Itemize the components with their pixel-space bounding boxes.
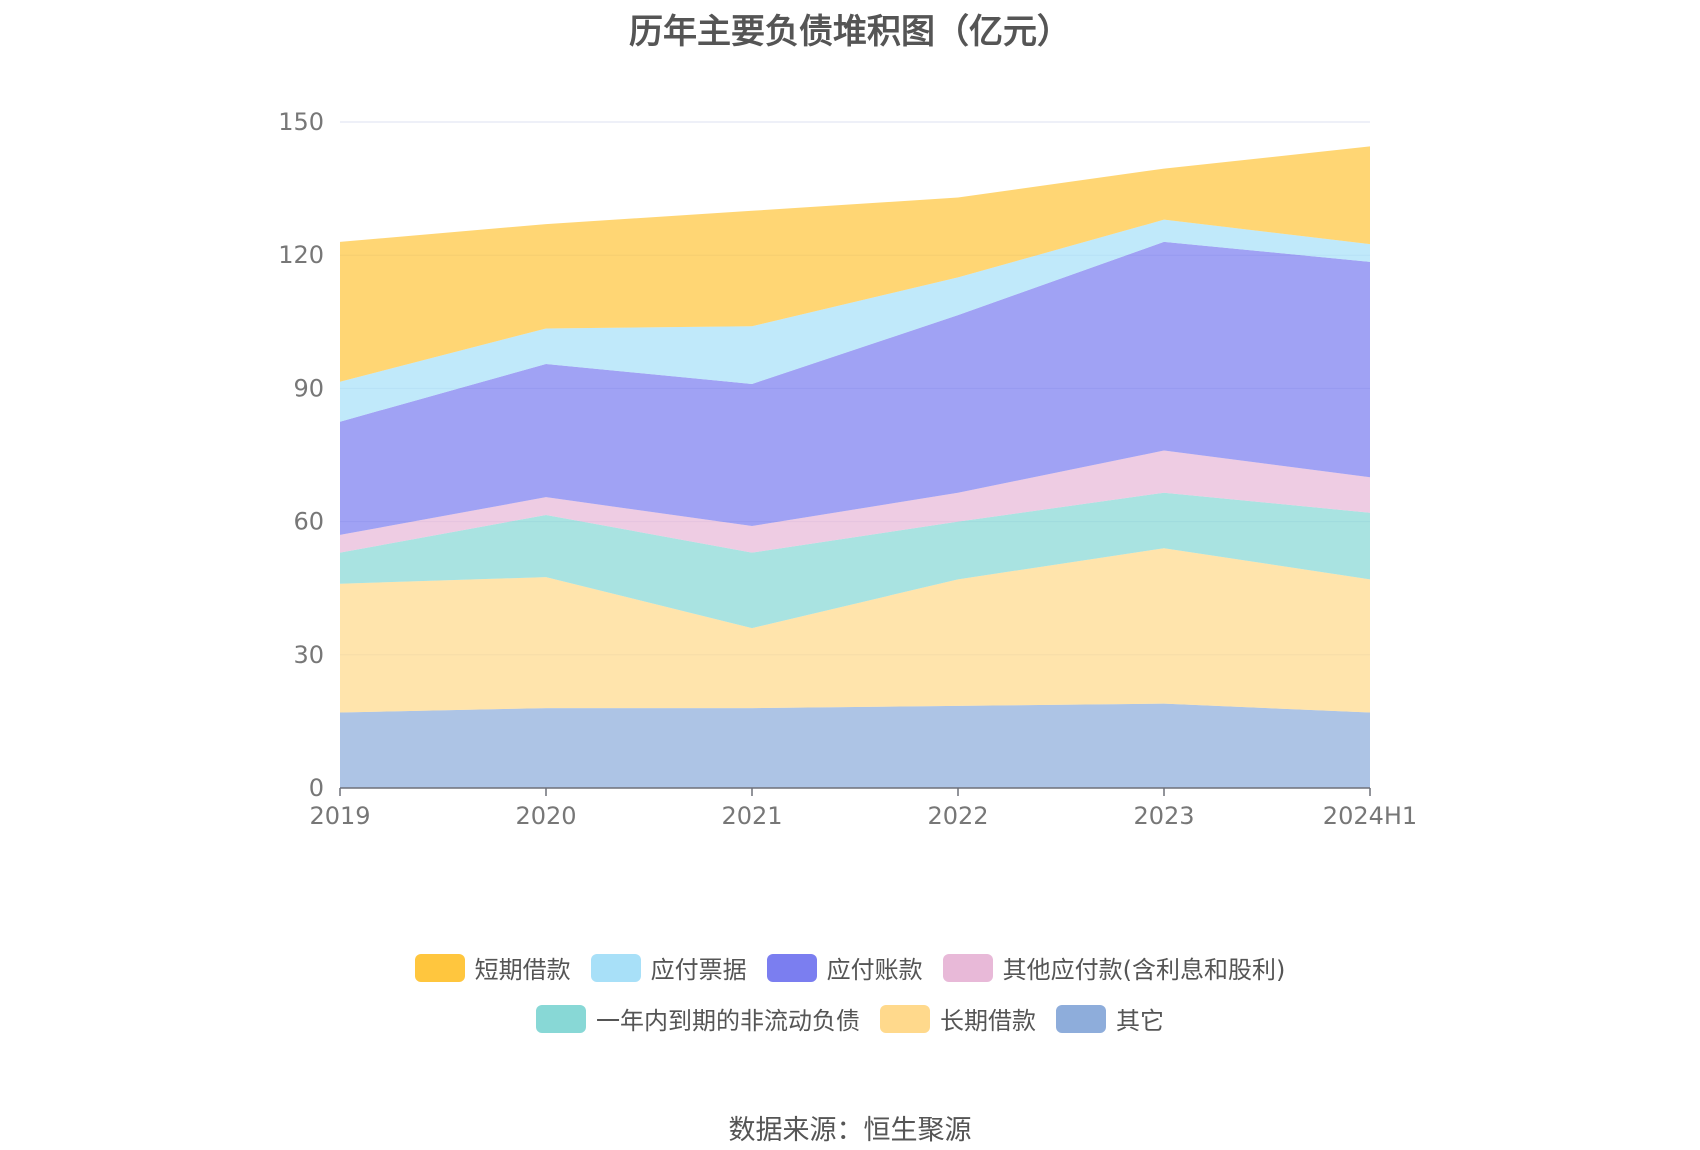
legend-item[interactable]: 短期借款 bbox=[414, 950, 571, 985]
stacked-area-chart: 0 30 60 90 120 150 2019 2020 2021 2022 2023 2024H1 bbox=[278, 108, 1417, 830]
axes: 0 30 60 90 120 150 2019 2020 2021 2022 2023 2024H1 bbox=[278, 108, 1417, 830]
legend-swatch bbox=[536, 1004, 586, 1033]
legend-swatch bbox=[590, 953, 641, 982]
area-series-其他应付款(含利息和股利) bbox=[340, 450, 1370, 553]
area-series-应付票据 bbox=[340, 219, 1370, 422]
legend-label: 一年内到期的非流动负债 bbox=[596, 1007, 860, 1035]
area-series bbox=[340, 146, 1370, 788]
y-tick-label: 150 bbox=[278, 108, 324, 136]
x-tick-label: 2023 bbox=[1133, 802, 1194, 830]
area-series-其它 bbox=[340, 703, 1370, 788]
legend-swatch bbox=[1056, 1004, 1106, 1033]
legend-label: 应付账款 bbox=[826, 956, 923, 984]
y-tick-label: 30 bbox=[293, 641, 324, 669]
y-tick-label: 120 bbox=[278, 241, 324, 269]
x-tick-label: 2020 bbox=[515, 802, 576, 830]
legend-label: 其它 bbox=[1116, 1007, 1164, 1035]
legend-item[interactable]: 一年内到期的非流动负债 bbox=[536, 1001, 860, 1036]
legend-item[interactable]: 长期借款 bbox=[880, 1001, 1036, 1036]
x-tick-label: 2021 bbox=[721, 802, 782, 830]
legend-swatch bbox=[766, 953, 817, 982]
legend-item[interactable]: 应付账款 bbox=[766, 950, 923, 985]
x-tick-label: 2022 bbox=[927, 802, 988, 830]
y-tick-label: 60 bbox=[293, 508, 324, 536]
legend-item[interactable]: 其他应付款(含利息和股利) bbox=[942, 950, 1286, 985]
chart-title: 历年主要负债堆积图（亿元） bbox=[629, 12, 1071, 52]
legend-row: 短期借款 应付票据 应付账款 其他应付款(含利息和股利) bbox=[0, 950, 1700, 985]
data-source-note: 数据来源：恒生聚源 bbox=[728, 1115, 972, 1146]
legend-item[interactable]: 其它 bbox=[1056, 1001, 1164, 1036]
legend-row: 一年内到期的非流动负债 长期借款 其它 bbox=[0, 1001, 1700, 1036]
legend-item[interactable]: 应付票据 bbox=[590, 950, 747, 985]
legend-label: 长期借款 bbox=[940, 1007, 1036, 1035]
x-tick-label: 2019 bbox=[309, 802, 370, 830]
area-series-一年内到期的非流动负债 bbox=[340, 492, 1370, 629]
y-tick-label: 0 bbox=[309, 774, 324, 802]
legend-label: 其他应付款(含利息和股利) bbox=[1002, 956, 1286, 984]
legend: 短期借款 应付票据 应付账款 其他应付款(含利息和股利) 一年内到期的非流动负债 长期借款… bbox=[0, 950, 1700, 1052]
legend-swatch bbox=[942, 953, 993, 982]
area-series-短期借款 bbox=[340, 146, 1370, 382]
area-series-长期借款 bbox=[340, 548, 1370, 713]
legend-label: 应付票据 bbox=[650, 956, 747, 984]
x-tick-label: 2024H1 bbox=[1323, 802, 1417, 830]
y-tick-label: 90 bbox=[293, 374, 324, 402]
legend-swatch bbox=[414, 953, 465, 982]
legend-label: 短期借款 bbox=[474, 956, 571, 984]
area-series-应付账款 bbox=[340, 241, 1370, 535]
legend-swatch bbox=[880, 1004, 930, 1033]
